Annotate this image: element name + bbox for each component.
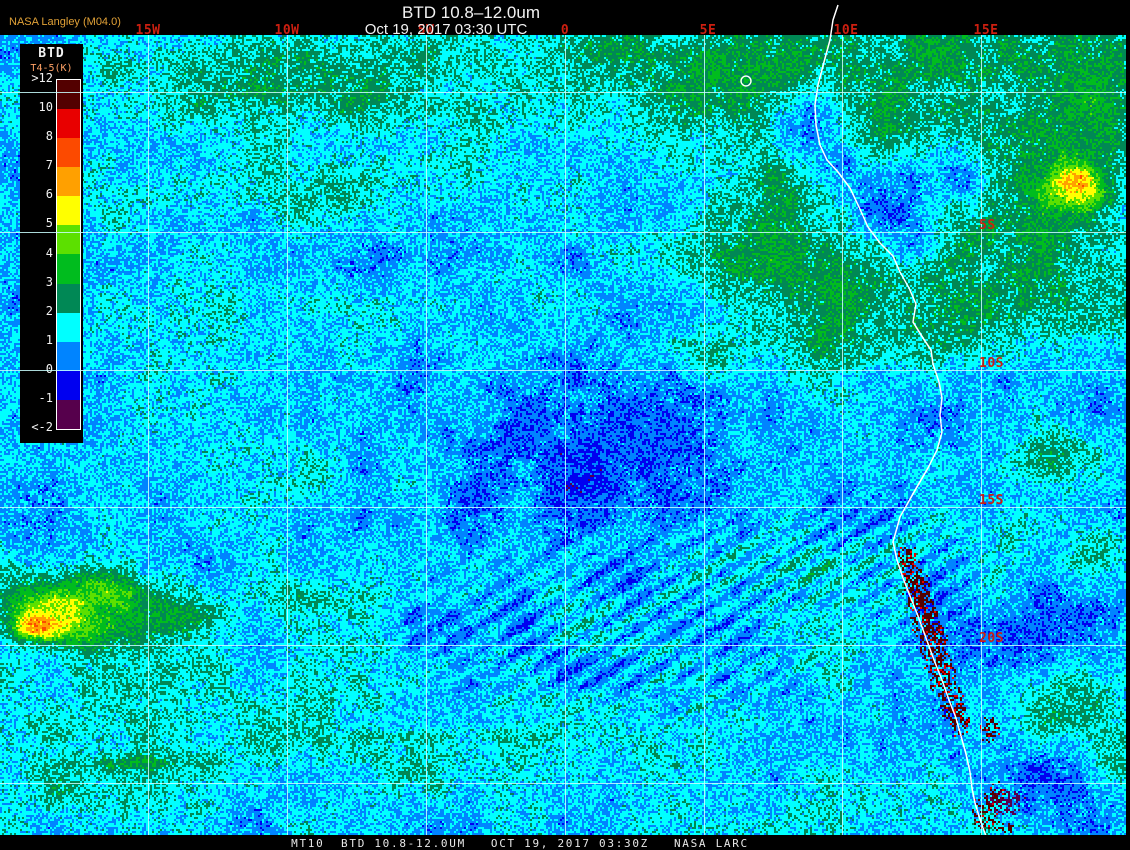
colorbar-swatch: [57, 370, 80, 400]
colorbar-swatch: [57, 312, 80, 342]
colorbar-tick: 10: [38, 100, 53, 115]
colorbar-swatch: [57, 109, 80, 139]
colorbar-tick: 6: [45, 187, 53, 202]
colorbar-swatch: [57, 254, 80, 284]
colorbar-tick: -1: [38, 390, 53, 405]
colorbar-swatch: [57, 196, 80, 226]
colorbar-tick: 1: [45, 332, 53, 347]
agency-credit: NASA Langley (M04.0): [9, 16, 121, 28]
colorbar-swatch: [57, 283, 80, 313]
status-text: MT10 BTD 10.8-12.0UM OCT 19, 2017 03:30Z…: [291, 837, 749, 850]
colorbar-tick: 2: [45, 303, 53, 318]
colorbar-swatch: [57, 399, 80, 429]
colorbar-tick: 8: [45, 129, 53, 144]
colorbar-title: BTD: [38, 46, 65, 61]
colorbar-tick: 7: [45, 158, 53, 173]
colorbar-scale: [56, 79, 81, 430]
colorbar-swatch: [57, 167, 80, 197]
colorbar-legend: BTD T4-5(K) >12 10 8 7 6 5 4 3 2 1 0 -1 <-2: [20, 44, 83, 443]
colorbar-tick: >12: [31, 71, 53, 85]
colorbar-swatch: [57, 225, 80, 255]
colorbar-units: T4-5(K): [30, 63, 73, 74]
colorbar-tick: 0: [45, 361, 53, 376]
timestamp: Oct 19, 2017 03:30 UTC: [364, 21, 528, 38]
status-bar: MT10 BTD 10.8-12.0UM OCT 19, 2017 03:30Z…: [0, 836, 1130, 850]
colorbar-tick: 4: [45, 245, 53, 260]
colorbar-swatch: [57, 138, 80, 168]
colorbar-swatch: [57, 80, 80, 110]
colorbar-tick: 5: [45, 216, 53, 231]
colorbar-swatch: [57, 341, 80, 371]
product-title: BTD 10.8–12.0um: [402, 3, 540, 22]
colorbar-tick: 3: [45, 274, 53, 289]
colorbar-tick: <-2: [31, 420, 53, 434]
